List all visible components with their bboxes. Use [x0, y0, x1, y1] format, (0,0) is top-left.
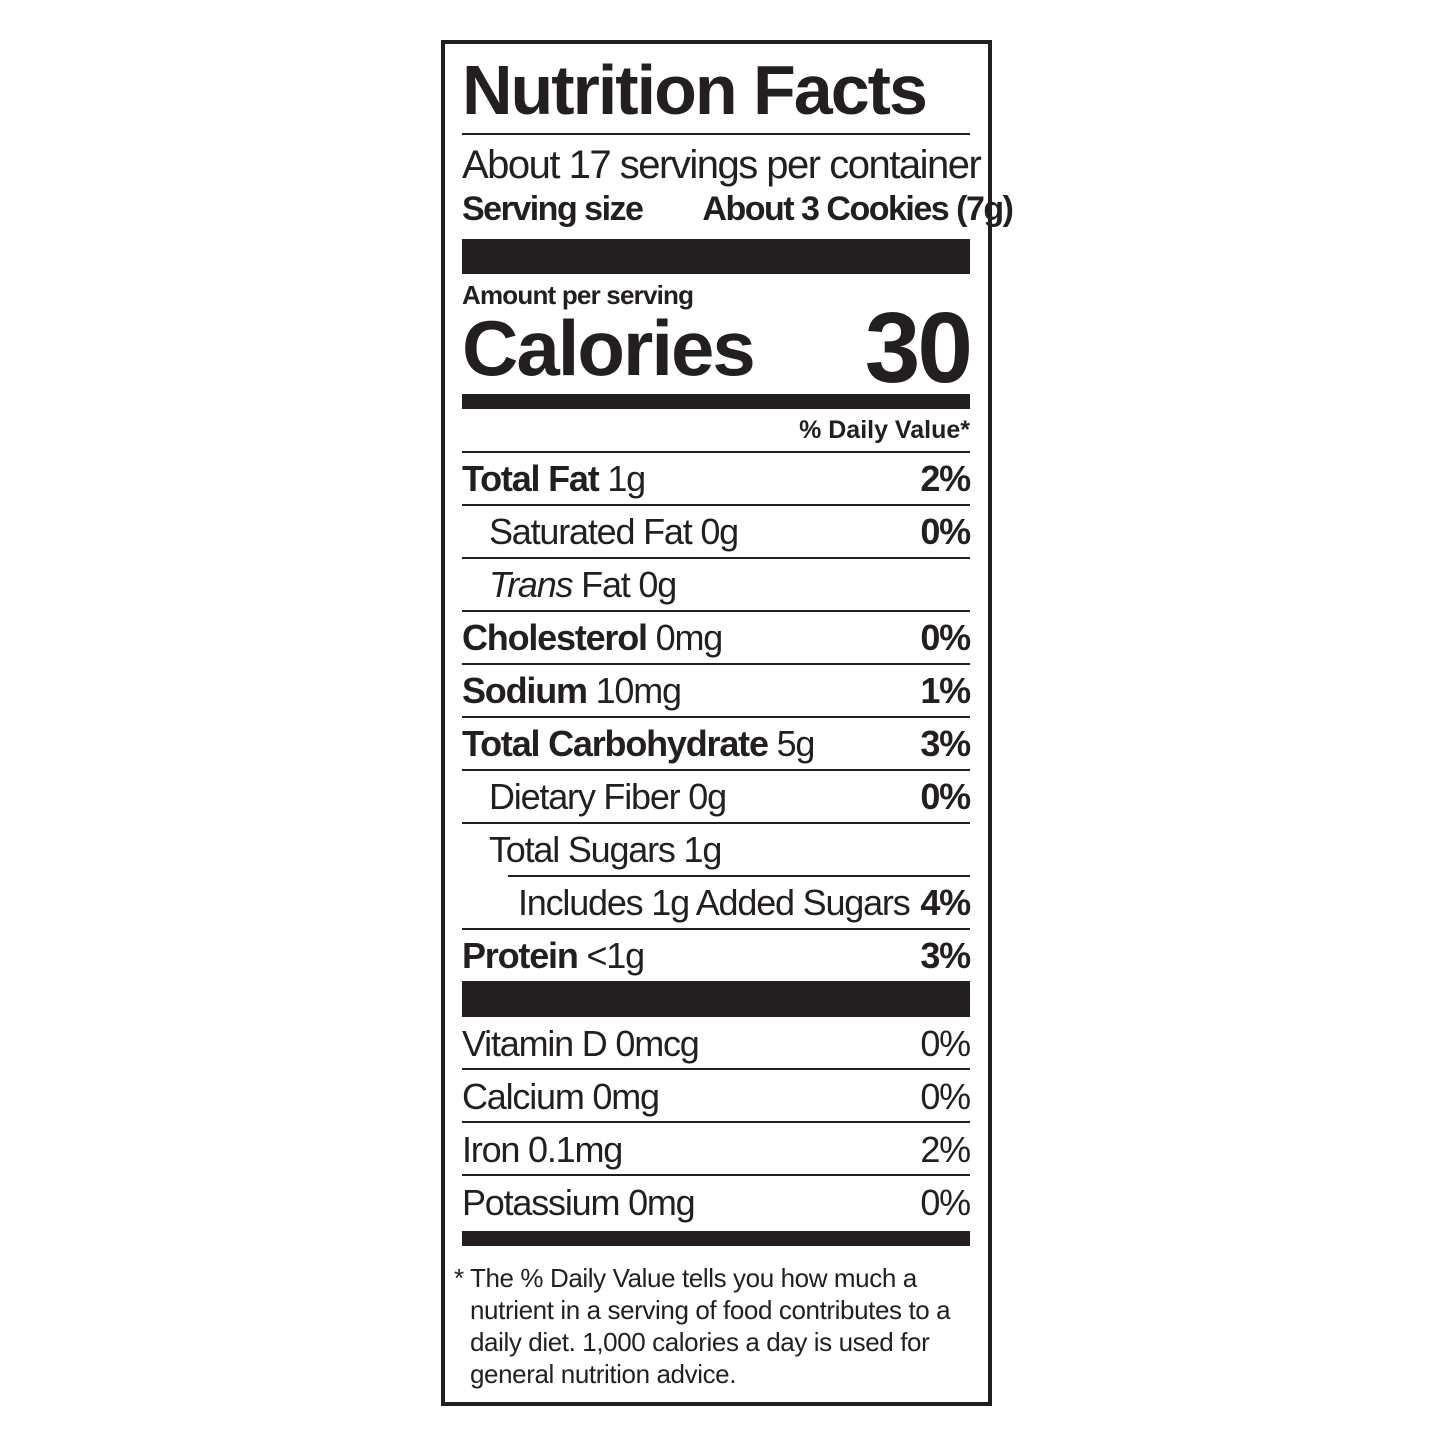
nutrient-dv: 4% — [920, 882, 971, 923]
nutrient-amount: 1g — [683, 829, 723, 870]
nutrient-dv: 2% — [920, 458, 971, 499]
nutrient-amount: 0mg — [655, 617, 724, 658]
vitamin-row: Potassium 0mg 0% — [462, 1174, 971, 1227]
vitamin-name: Vitamin D 0mcg — [462, 1023, 700, 1064]
nutrient-row: Cholesterol 0mg 0% — [462, 610, 971, 663]
nutrition-label: Nutrition Facts About 17 servings per co… — [441, 40, 1014, 1406]
nutrient-amount: 10mg — [595, 670, 682, 711]
daily-value-header: % Daily Value* — [799, 416, 970, 444]
nutrient-name: Includes 1g Added Sugars — [518, 882, 911, 923]
vitamin-dv: 0% — [920, 1076, 971, 1117]
vitamin-row: Calcium 0mg 0% — [462, 1068, 971, 1121]
footnote-mark: * — [454, 1263, 464, 1293]
nutrient-dv: 1% — [920, 670, 971, 711]
nutrient-name: Sodium — [462, 670, 588, 711]
nutrient-name: Fat — [581, 564, 631, 605]
vitamin-name: Iron 0.1mg — [462, 1129, 623, 1170]
vitamin-name: Calcium 0mg — [462, 1076, 660, 1117]
nutrient-row: Total Carbohydrate 5g 3% — [462, 716, 971, 769]
nutrient-dv: 0% — [920, 776, 971, 817]
nutrient-name: Saturated Fat — [489, 511, 693, 552]
nutrient-amount: 0g — [700, 511, 739, 552]
nutrient-name: Dietary Fiber — [489, 776, 681, 817]
medium-bar — [462, 394, 970, 409]
thick-bar — [462, 981, 970, 1017]
nutrient-amount: 0g — [638, 564, 677, 605]
footnote: * The % Daily Value tells you how much a… — [454, 1262, 970, 1390]
nutrient-row: Total Sugars 1g — [462, 822, 970, 875]
nutrient-name: Total Fat — [462, 458, 600, 499]
calories: Calories 30 — [462, 292, 973, 404]
thick-bar — [462, 239, 970, 274]
calories-value: 30 — [864, 292, 973, 404]
footnote-text: The % Daily Value tells you how much a n… — [470, 1263, 951, 1389]
nutrient-name-italic: Trans — [489, 564, 574, 605]
nutrient-name: Cholesterol — [462, 617, 648, 658]
nutrient-dv: 3% — [920, 723, 971, 764]
nutrient-name: Total Sugars — [489, 829, 676, 870]
nutrient-row: Includes 1g Added Sugars 4% — [508, 875, 971, 928]
nutrient-dv: 3% — [920, 935, 971, 976]
amount-per-serving: Amount per serving — [462, 280, 694, 310]
vitamin-row: Iron 0.1mg 2% — [462, 1121, 971, 1174]
calories-label: Calories — [462, 304, 756, 392]
vitamin-dv: 0% — [920, 1023, 971, 1064]
nutrient-row: Total Fat 1g 2% — [462, 451, 971, 504]
serving-size: Serving size About 3 Cookies (7g) — [462, 187, 1014, 239]
title: Nutrition Facts — [462, 44, 970, 135]
nutrient-amount: 0g — [688, 776, 727, 817]
nutrient-row: Dietary Fiber 0g 0% — [462, 769, 971, 822]
servings: About 17 servings per container — [462, 143, 982, 187]
vitamin-name: Potassium 0mg — [462, 1182, 696, 1223]
nutrient-amount: 1g — [607, 458, 646, 499]
nutrient-amount: <1g — [586, 935, 645, 976]
nutrient-row: Protein <1g 3% — [462, 928, 971, 981]
nutrient-dv: 0% — [920, 617, 971, 658]
nutrient-row: Trans Fat 0g — [462, 557, 970, 610]
medium-bar — [462, 1231, 970, 1246]
vitamin-dv: 0% — [920, 1182, 971, 1223]
serving-size-label: Serving size — [462, 190, 644, 228]
nutrient-dv: 0% — [920, 511, 971, 552]
vitamin-dv: 2% — [920, 1129, 971, 1170]
serving-size-value: About 3 Cookies (7g) — [702, 190, 1014, 228]
nutrient-amount: 5g — [776, 723, 816, 764]
nutrient-name: Protein — [462, 935, 579, 976]
nutrient-row: Sodium 10mg 1% — [462, 663, 971, 716]
nutrient-row: Saturated Fat 0g 0% — [462, 504, 971, 557]
nutrient-name: Total Carbohydrate — [462, 723, 769, 764]
vitamin-row: Vitamin D 0mcg 0% — [462, 1017, 971, 1068]
